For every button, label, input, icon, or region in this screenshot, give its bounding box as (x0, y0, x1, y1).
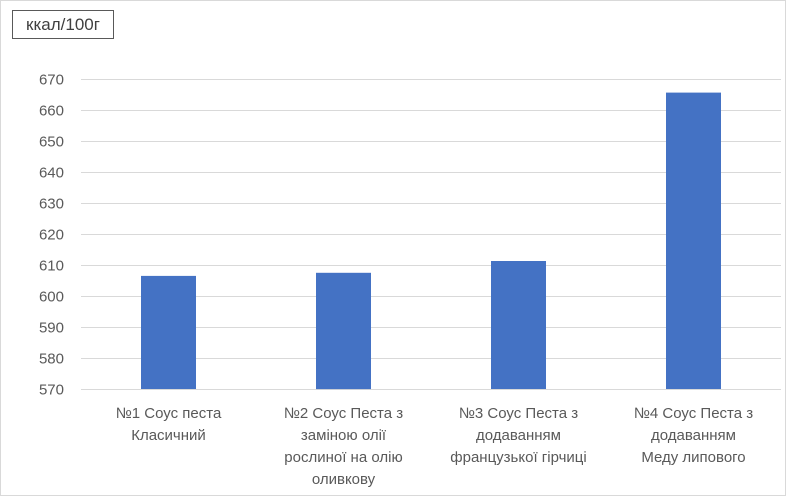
y-axis-ticks: 570 580 590 600 610 620 630 640 650 660 670 (39, 72, 64, 399)
x-category-line: додаванням (651, 427, 736, 444)
y-tick-label: 640 (39, 165, 64, 182)
bar (666, 92, 721, 389)
bar (316, 272, 371, 390)
x-axis-categories: №1 Соус песта Класичний №2 Соус Песта з зам… (116, 405, 754, 488)
bars (141, 92, 721, 390)
y-tick-label: 670 (39, 72, 64, 89)
x-category-line: додаванням (476, 427, 561, 444)
x-category-line: №3 Соус Песта з (459, 405, 578, 422)
x-category-line: заміною олії (301, 427, 387, 444)
x-category-line: Меду липового (641, 449, 745, 466)
x-category-line: Класичний (131, 427, 206, 444)
y-tick-label: 590 (39, 320, 64, 337)
y-tick-label: 600 (39, 289, 64, 306)
x-category-line: №4 Соус Песта з (634, 405, 753, 422)
bar (141, 275, 196, 389)
x-category-line: №2 Соус Песта з (284, 405, 403, 422)
x-category-label: №2 Соус Песта з заміною олії рослиної на о… (284, 405, 403, 488)
y-tick-label: 610 (39, 258, 64, 275)
x-category-label: №1 Соус песта Класичний (116, 405, 222, 444)
y-tick-label: 660 (39, 103, 64, 120)
bar (491, 261, 546, 389)
x-category-line: французької гірчиці (450, 449, 586, 466)
y-tick-label: 620 (39, 227, 64, 244)
x-category-line: №1 Соус песта (116, 405, 222, 422)
gridlines (81, 79, 781, 390)
y-tick-label: 630 (39, 196, 64, 213)
y-unit-label: ккал/100г (12, 10, 114, 39)
y-tick-label: 580 (39, 351, 64, 368)
x-category-label: №4 Соус Песта з додаванням Меду липового (634, 405, 753, 466)
x-category-line: оливкову (312, 471, 376, 488)
x-category-line: рослиної на олію (284, 449, 402, 466)
y-tick-label: 650 (39, 134, 64, 151)
y-tick-label: 570 (39, 382, 64, 399)
x-category-label: №3 Соус Песта з додаванням французької гір… (450, 405, 586, 466)
